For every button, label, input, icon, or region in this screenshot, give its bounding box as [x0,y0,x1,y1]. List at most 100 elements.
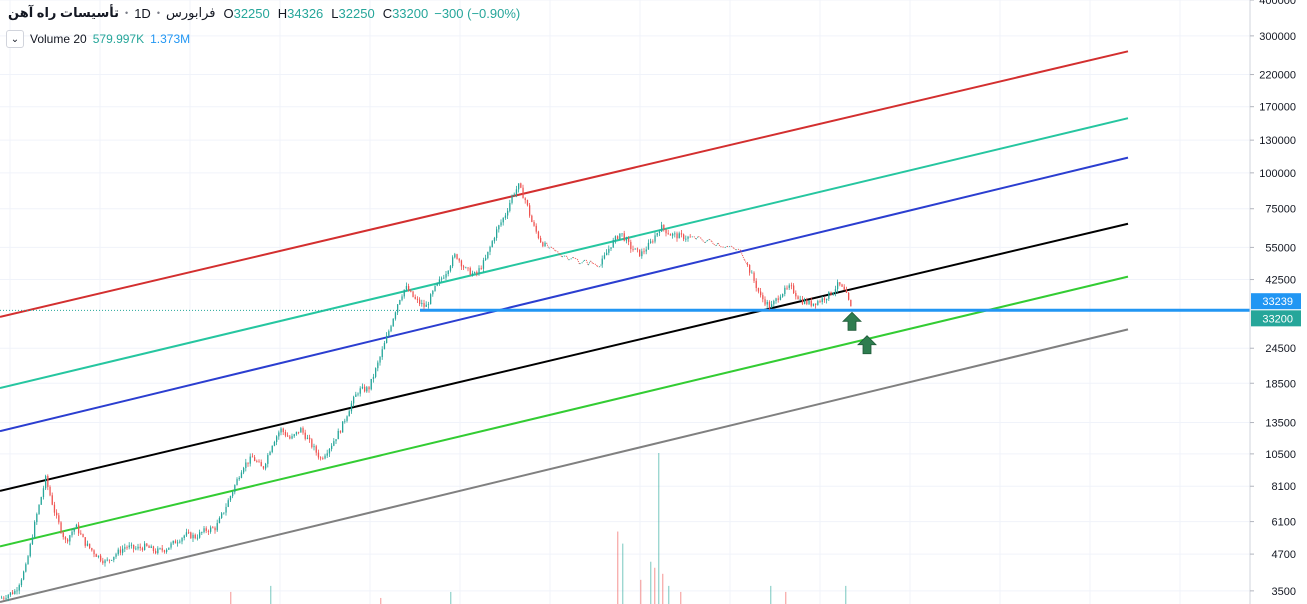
candle-body [67,539,69,542]
channel-line [0,275,1129,548]
candle-body [667,233,669,235]
candle [731,245,734,249]
candle [744,259,748,265]
candle-body [130,544,133,546]
candle-body [438,279,441,283]
interval-label[interactable]: 1D [134,5,151,21]
candle-body [524,198,526,201]
candle-body [157,548,159,554]
candle-body [183,535,185,538]
price-axis-label: 170000 [1259,102,1296,114]
candle [722,246,725,249]
symbol-name[interactable]: تأسیسات راه آهن [8,5,120,20]
candle-body [60,522,62,533]
candle-body [185,532,188,536]
candle-body [834,289,837,293]
candle-body [311,439,313,448]
candle-body [812,303,815,306]
candle-body [678,233,680,239]
candle [594,263,598,267]
candle-body [630,241,632,250]
candle-body [487,251,489,259]
candle-body [337,430,339,440]
candle-body [491,241,493,247]
candle-body [317,452,320,458]
candle-body [542,242,544,247]
candle-body [38,504,40,515]
candle-body [227,500,229,507]
candle-body [643,251,645,253]
ohlc-low: L32250 [331,5,375,21]
candle-body [159,548,161,550]
candle [574,257,578,260]
volume-value: 579.997K [92,32,145,46]
candle-body [161,548,163,551]
candle-body [34,522,36,538]
candle-body [441,278,443,280]
candle-body [394,312,397,319]
volume-legend: ⌄ Volume 20 579.997K 1.373M [6,30,190,48]
candle-body [443,277,445,279]
candle-body [832,292,834,296]
channel-line [0,222,1129,492]
candle-body [533,222,535,226]
candle-body [837,282,839,290]
signal-arrows[interactable] [842,311,877,355]
candle-body [47,475,49,487]
price-axis-label: 24500 [1265,343,1296,355]
candle-body [608,248,610,253]
candle-body [498,225,500,230]
volume-bar [450,591,452,604]
candle-body [364,386,366,392]
candle-body [819,301,821,303]
candle-body [289,436,291,439]
candle-body [808,300,810,304]
candle [546,242,550,249]
candle-body [430,294,432,305]
candle-body [247,462,249,464]
candle-body [342,421,344,433]
candle-body [223,512,225,514]
volume-indicator-label[interactable]: Volume 20 [30,32,87,46]
candle-body [636,248,639,250]
candle-body [357,393,359,395]
candle-body [225,506,227,513]
candle [706,238,710,242]
candle-body [458,258,460,261]
candle-body [194,534,196,539]
candle [557,251,561,255]
candle-body [768,301,771,308]
regression-channel-lines[interactable] [0,50,1129,604]
candle-body [302,428,304,433]
candle-body [419,299,421,305]
candle-body [845,289,848,293]
candle [599,264,602,268]
candle-body [634,248,636,250]
candle-body [216,523,218,531]
candle-body [278,432,280,437]
candle-body [401,296,403,301]
price-tag-background [1251,293,1301,310]
price-axis-label: 18500 [1265,378,1296,390]
candle-body [64,537,67,540]
candle-body [49,486,51,496]
channel-line [0,117,1129,390]
price-axis-label: 4700 [1272,549,1296,561]
candle-body [381,349,383,358]
candle-body [40,497,42,505]
candle-body [850,299,852,307]
candle [555,250,558,252]
candle-body [1,597,3,599]
price-axis[interactable]: 3500 4700 6100 8100 10500 13500 18500 24500 4250… [1249,0,1296,604]
volume-bars [230,453,847,604]
chevron-down-icon[interactable]: ⌄ [6,30,24,48]
candle-body [511,195,513,203]
candle-body [795,292,797,297]
candle-body [75,524,78,529]
candle-body [113,556,115,561]
candle-body [16,590,18,592]
volume-bar [658,453,660,604]
candle-body [480,268,482,269]
candle-body [680,233,683,235]
